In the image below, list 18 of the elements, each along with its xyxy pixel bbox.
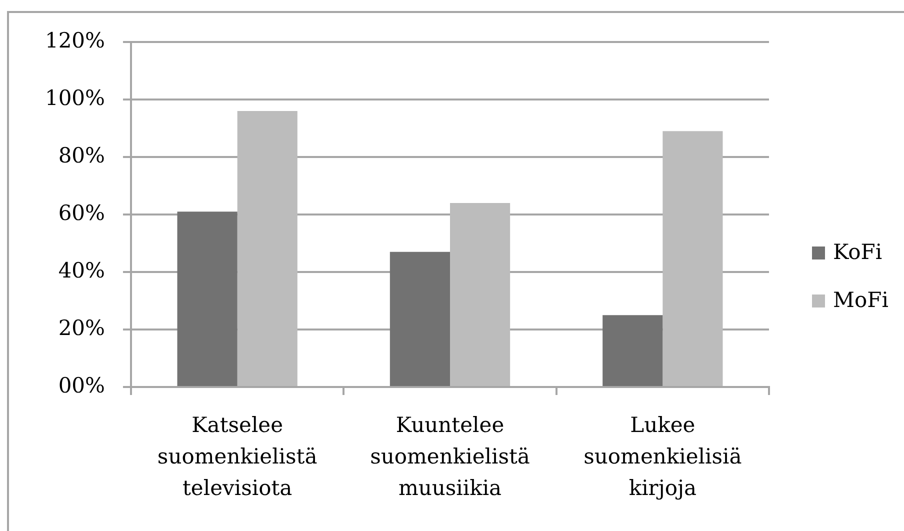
bar [390,252,450,386]
bar [662,131,723,386]
bar [237,111,298,386]
y-tick-label: 20% [58,316,105,340]
x-tick-label: Lukee suomenkielisiä kirjoja [584,413,742,500]
y-tick-label: 120% [44,28,105,52]
y-tick-label: 100% [44,86,105,110]
y-tick-label: 80% [58,143,105,168]
legend-label: MoFi [833,288,889,312]
y-tick-label: 00% [58,373,105,398]
x-tick-label: Kuuntelee suomenkielistä muusiikia [370,413,530,500]
y-tick-label: 40% [58,258,105,282]
y-tick-label: 60% [58,200,105,225]
bar [450,203,510,386]
x-tick-label: Katselee suomenkielistä televisiota [157,413,318,500]
bar [177,212,238,386]
bar [602,315,663,386]
legend-label: KoFi [833,240,882,264]
